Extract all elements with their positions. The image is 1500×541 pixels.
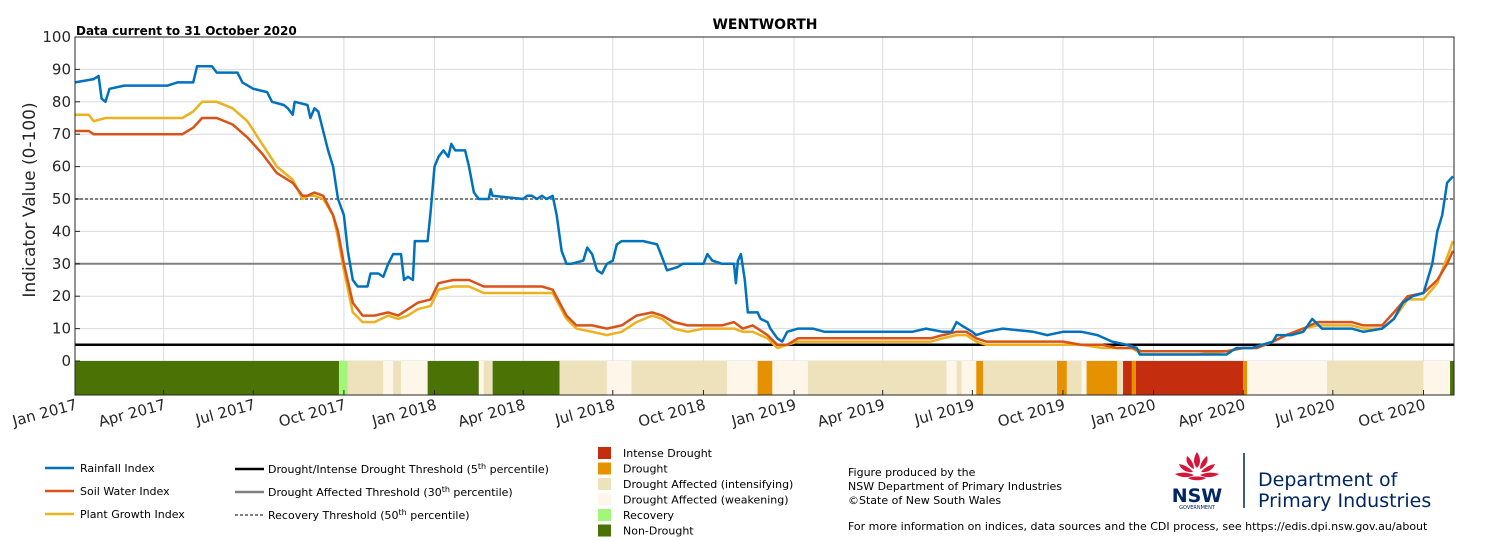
chart-subtitle: Data current to 31 October 2020: [76, 24, 297, 38]
nsw-government-text: GOVERNMENT: [1179, 505, 1216, 511]
chart-title: WENTWORTH: [712, 17, 817, 33]
legend-category-swatch: [598, 478, 611, 490]
credit-line-2: NSW Department of Primary Industries: [848, 480, 1062, 493]
legend-category-label: Recovery: [623, 509, 674, 522]
cdi-segment: [1086, 361, 1118, 395]
y-axis-label: Indicator Value (0-100): [20, 102, 40, 297]
y-tick-label: 100: [42, 28, 71, 46]
cdi-segment: [757, 361, 773, 395]
cdi-segment: [1123, 361, 1132, 395]
more-info-link[interactable]: For more information on indices, data so…: [848, 520, 1428, 533]
cdi-segment: [961, 361, 977, 395]
cdi-segment: [991, 361, 1058, 395]
y-tick-label: 60: [52, 158, 71, 176]
cdi-segment: [401, 361, 428, 395]
cdi-segment: [1066, 361, 1082, 395]
credit-line-3: ©State of New South Wales: [848, 494, 1001, 507]
legend-category-swatch: [598, 462, 611, 475]
cdi-segment: [1135, 361, 1244, 395]
legend-series-label: Rainfall Index: [80, 462, 155, 475]
y-tick-label: 0: [61, 352, 71, 370]
legend-category-swatch: [598, 447, 611, 459]
legend-categories: Intense Drought Drought Drought Affected (…: [598, 447, 793, 538]
cdi-segment: [478, 361, 484, 395]
cdi-segment: [338, 361, 348, 395]
y-tick-label: 70: [52, 125, 71, 143]
cdi-segment: [983, 361, 992, 395]
cdi-segment: [1057, 361, 1067, 395]
dpi-name-line-2: Primary Industries: [1258, 490, 1431, 512]
cdi-segment: [427, 361, 479, 395]
y-tick-label: 30: [52, 255, 71, 273]
cdi-segment: [492, 361, 560, 395]
y-tick-label: 80: [52, 93, 71, 111]
y-tick-label: 40: [52, 222, 71, 240]
cdi-segment: [956, 361, 962, 395]
legend-category-label: Drought Affected (intensifying): [623, 478, 793, 491]
cdi-segment: [976, 361, 984, 395]
cdi-segment: [393, 361, 402, 395]
legend-category-label: Non-Drought: [623, 525, 694, 538]
cdi-segment: [1326, 361, 1424, 395]
cdi-segment: [483, 361, 493, 395]
legend-threshold-label: Drought Affected Threshold (30th percent…: [268, 485, 513, 499]
cdi-segment: [606, 361, 632, 395]
series-lines: [74, 64, 1455, 356]
cdi-category-bar: [75, 361, 1454, 395]
cdi-segment: [807, 361, 947, 395]
credit-line-1: Figure produced by the: [848, 466, 976, 479]
cdi-segment: [383, 361, 394, 395]
cdi-segment: [946, 361, 957, 395]
y-tick-label: 90: [52, 60, 71, 78]
cdi-segment: [772, 361, 808, 395]
legend-series-label: Plant Growth Index: [80, 508, 185, 521]
series-line: [74, 64, 1454, 356]
cdi-segment: [1117, 361, 1124, 395]
legend-series: Rainfall Index Soil Water Index Plant Grow…: [45, 462, 185, 521]
legend-category-swatch: [598, 524, 611, 537]
legend-category-label: Drought Affected (weakening): [623, 494, 789, 507]
cdi-segment: [631, 361, 728, 395]
cdi-segment: [75, 361, 339, 395]
cdi-segment: [1247, 361, 1327, 395]
legend-category-label: Intense Drought: [623, 447, 713, 460]
legend-category-label: Drought: [623, 463, 668, 476]
legend-threshold-label: Recovery Threshold (50th percentile): [268, 508, 470, 522]
nsw-dpi-logo: NSW GOVERNMENT Department of Primary Ind…: [1172, 452, 1431, 512]
threshold-lines: [75, 198, 1454, 347]
cdi-segment: [727, 361, 758, 395]
plot-frame: [74, 36, 1455, 396]
waratah-icon: [1175, 452, 1219, 481]
nsw-logo-text: NSW: [1172, 485, 1223, 507]
cdi-segment: [559, 361, 607, 395]
y-tick-label: 10: [52, 320, 71, 338]
cdi-segment: [1450, 361, 1454, 395]
legend-category-swatch: [598, 509, 611, 521]
legend-threshold-label: Drought/Intense Drought Threshold (5th p…: [268, 462, 549, 476]
cdi-segment: [1081, 361, 1087, 395]
cdi-segment: [1243, 361, 1248, 395]
legend-thresholds: Drought/Intense Drought Threshold (5th p…: [235, 462, 549, 522]
dpi-name-line-1: Department of: [1258, 469, 1399, 491]
y-tick-label: 20: [52, 287, 71, 305]
cdi-segment: [1131, 361, 1136, 395]
y-axis-ticks: 0 10 20 30 40 50 60 70 80 90 100: [42, 28, 80, 370]
legend-series-label: Soil Water Index: [80, 485, 170, 498]
y-tick-label: 50: [52, 190, 71, 208]
legend-category-swatch: [598, 493, 611, 506]
cdi-segment: [347, 361, 384, 395]
cdi-segment: [1423, 361, 1451, 395]
